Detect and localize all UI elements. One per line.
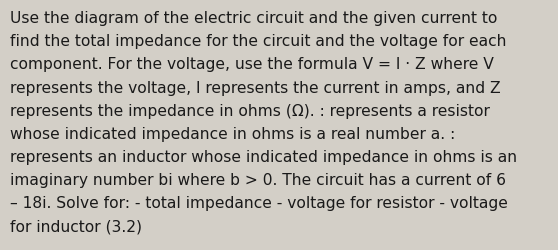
Text: for inductor (3.2): for inductor (3.2): [10, 218, 142, 233]
Text: find the total impedance for the circuit and the voltage for each: find the total impedance for the circuit…: [10, 34, 507, 49]
Text: component. For the voltage, use the formula V = I · Z where V: component. For the voltage, use the form…: [10, 57, 494, 72]
Text: Use the diagram of the electric circuit and the given current to: Use the diagram of the electric circuit …: [10, 11, 497, 26]
Text: – 18i. Solve for: - total impedance - voltage for resistor - voltage: – 18i. Solve for: - total impedance - vo…: [10, 195, 508, 210]
Text: imaginary number bi where b > 0. The circuit has a current of 6: imaginary number bi where b > 0. The cir…: [10, 172, 506, 187]
Text: represents the voltage, I represents the current in amps, and Z: represents the voltage, I represents the…: [10, 80, 501, 95]
Text: represents an inductor whose indicated impedance in ohms is an: represents an inductor whose indicated i…: [10, 149, 517, 164]
Text: represents the impedance in ohms (Ω). : represents a resistor: represents the impedance in ohms (Ω). : …: [10, 103, 490, 118]
Text: whose indicated impedance in ohms is a real number a. :: whose indicated impedance in ohms is a r…: [10, 126, 455, 141]
